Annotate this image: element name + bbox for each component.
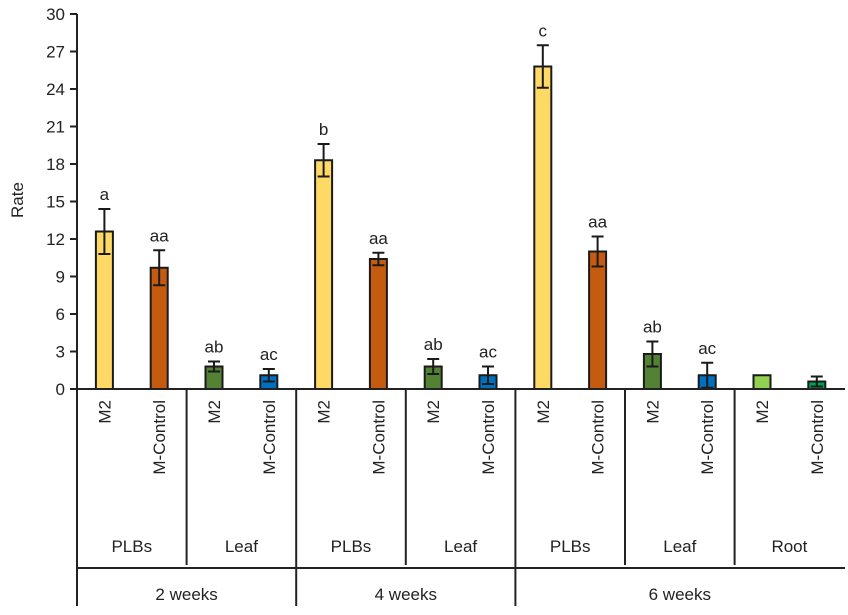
significance-label: ab <box>643 318 662 337</box>
tissue-label: Leaf <box>663 537 696 556</box>
bar-category-label: M2 <box>95 400 114 424</box>
bar <box>588 250 608 390</box>
significance-label: aa <box>369 229 388 248</box>
tissue-label: PLBs <box>331 537 372 556</box>
time-group-label: 2 weeks <box>155 585 217 604</box>
tissue-label: Leaf <box>225 537 258 556</box>
bar <box>94 230 114 390</box>
bar-category-label: M-Control <box>808 400 827 475</box>
significance-label: ac <box>698 339 716 358</box>
bar-category-label: M2 <box>534 400 553 424</box>
bar-category-label: M-Control <box>260 400 279 475</box>
y-tick-label: 18 <box>46 155 65 174</box>
bar-category-label: M2 <box>205 400 224 424</box>
bar-category-label: M-Control <box>698 400 717 475</box>
y-tick-label: 12 <box>46 230 65 249</box>
tissue-label: Leaf <box>444 537 477 556</box>
y-tick-label: 9 <box>56 268 65 287</box>
bar <box>533 65 553 390</box>
tissue-label: PLBs <box>550 537 591 556</box>
y-tick-label: 21 <box>46 118 65 137</box>
bar-category-label: M2 <box>424 400 443 424</box>
significance-label: aa <box>588 213 607 232</box>
bar-category-label: M-Control <box>589 400 608 475</box>
y-tick-label: 6 <box>56 305 65 324</box>
y-tick-label: 3 <box>56 343 65 362</box>
y-axis-title: Rate <box>8 182 27 218</box>
time-group-label: 6 weeks <box>649 585 711 604</box>
y-tick-label: 27 <box>46 43 65 62</box>
bar-category-label: M-Control <box>479 400 498 475</box>
bar <box>368 258 388 390</box>
bar-category-label: M2 <box>315 400 334 424</box>
significance-label: ac <box>479 343 497 362</box>
tissue-label: PLBs <box>111 537 152 556</box>
significance-label: c <box>539 21 548 40</box>
significance-label: ab <box>205 338 224 357</box>
tissue-label: Root <box>771 537 807 556</box>
x-axis-categories: M2 M-Control PLBs M2 M-Control Leaf 2 weeks M2 M… <box>76 389 845 606</box>
significance-label: ab <box>424 335 443 354</box>
bar <box>314 159 334 390</box>
y-axis-ticks: 0 3 6 9 12 15 18 21 24 27 30 <box>46 5 77 399</box>
significance-label: aa <box>150 226 169 245</box>
bar <box>752 374 772 390</box>
bar-category-label: M-Control <box>369 400 388 475</box>
bar-category-label: M-Control <box>150 400 169 475</box>
y-tick-label: 0 <box>56 380 65 399</box>
bar-category-label: M2 <box>753 400 772 424</box>
y-tick-label: 30 <box>46 5 65 24</box>
time-group-label: 4 weeks <box>375 585 437 604</box>
y-tick-label: 24 <box>46 80 65 99</box>
significance-label: ac <box>260 345 278 364</box>
significance-label: b <box>319 120 328 139</box>
bar-category-label: M2 <box>643 400 662 424</box>
y-tick-label: 15 <box>46 193 65 212</box>
significance-label: a <box>100 185 110 204</box>
